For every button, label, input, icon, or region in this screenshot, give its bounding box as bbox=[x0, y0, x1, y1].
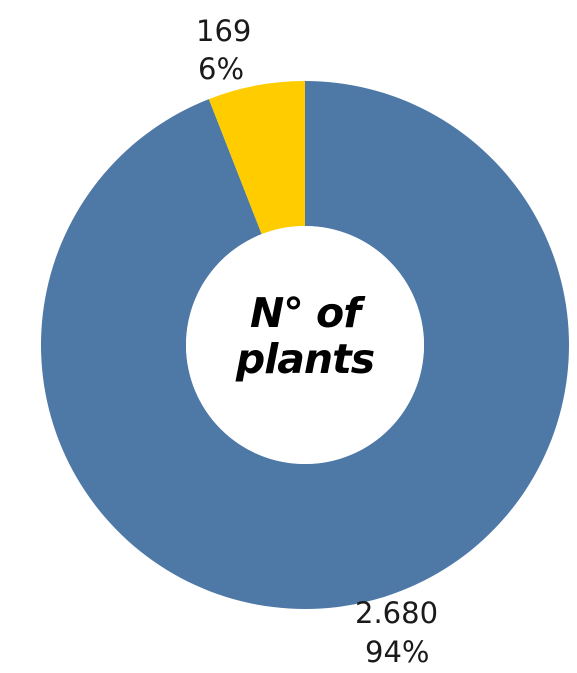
donut-slice-0 bbox=[41, 81, 570, 609]
center-label: N° of plants bbox=[235, 289, 375, 383]
slice-percent-label-0: 94% bbox=[365, 635, 430, 669]
donut-slice-1 bbox=[208, 81, 305, 235]
slice-value-label-1: 169 bbox=[196, 14, 252, 48]
donut-hole bbox=[186, 226, 424, 464]
slice-percent-label-1: 6% bbox=[198, 52, 245, 86]
slice-value-label-0: 2.680 bbox=[355, 596, 439, 630]
